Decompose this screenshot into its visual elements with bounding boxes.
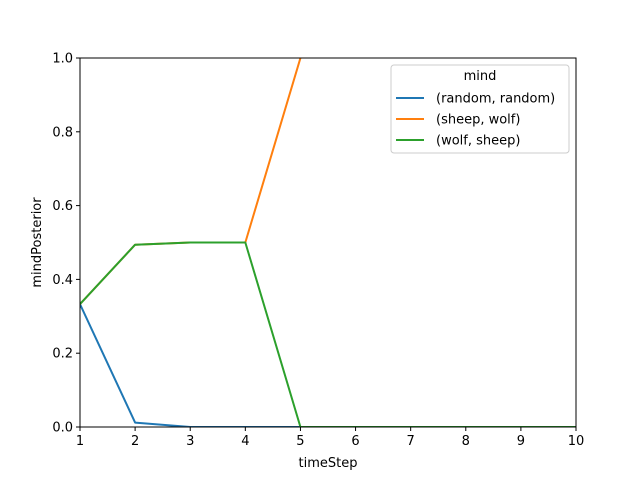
x-tick-label: 7 (407, 434, 415, 449)
x-tick-label: 1 (76, 434, 84, 449)
y-axis-ticks: 0.0 0.2 0.4 0.6 0.8 1.0 (52, 52, 80, 436)
legend-label: (sheep, wolf) (436, 113, 520, 128)
x-tick-label: 3 (186, 434, 194, 449)
y-tick-label: 0.0 (52, 421, 73, 436)
legend-entries: (random, random) (sheep, wolf) (wolf, shee… (396, 92, 555, 149)
legend-title: mind (464, 69, 497, 84)
series-line-0 (80, 302, 576, 427)
y-tick-label: 0.4 (52, 273, 73, 288)
x-tick-label: 4 (241, 434, 249, 449)
x-axis-ticks: 1 2 3 4 5 6 7 8 9 10 (76, 427, 584, 449)
legend-label: (random, random) (436, 92, 555, 107)
y-tick-label: 0.2 (52, 347, 73, 362)
y-tick-label: 1.0 (52, 52, 73, 67)
x-tick-label: 8 (462, 434, 470, 449)
x-tick-label: 2 (131, 434, 139, 449)
legend-label: (wolf, sheep) (436, 134, 520, 149)
y-axis-label: mindPosterior (30, 197, 45, 288)
y-tick-label: 0.8 (52, 125, 73, 140)
x-axis-label: timeStep (299, 456, 358, 471)
x-tick-label: 6 (351, 434, 359, 449)
legend: mind (random, random) (sheep, wolf) (wolf,… (390, 64, 570, 154)
legend-box (390, 64, 570, 154)
x-tick-label: 5 (296, 434, 304, 449)
x-tick-label: 10 (568, 434, 585, 449)
y-tick-label: 0.6 (52, 199, 73, 214)
plot-frame (79, 57, 577, 428)
series-layer (80, 58, 576, 427)
series-line-2 (80, 241, 576, 427)
x-tick-label: 9 (517, 434, 525, 449)
